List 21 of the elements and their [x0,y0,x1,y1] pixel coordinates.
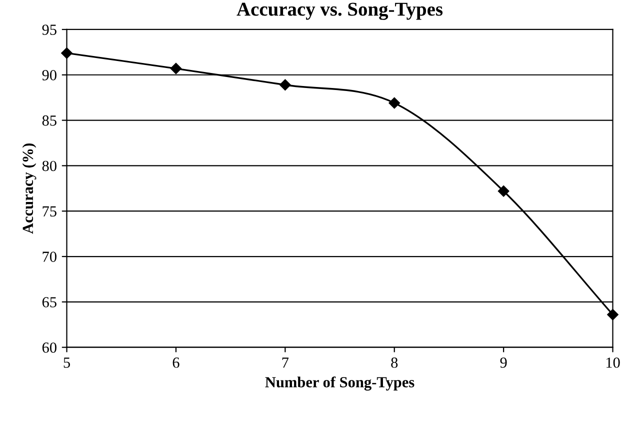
x-tick-label: 10 [606,357,620,368]
y-tick-label: 95 [42,24,56,35]
x-tick-label: 5 [64,358,70,368]
y-tick-label: 80 [42,160,56,172]
y-tick-label: 85 [42,115,56,126]
x-tick-label: 7 [282,358,289,368]
y-axis-title: Accuracy (%) [22,143,36,234]
point [498,186,510,197]
x-tick-label: 8 [391,357,398,368]
y-tick-label: 70 [42,252,56,262]
x-tick-label: 9 [500,358,507,368]
x-axis-title: Number of Song-Types [265,376,414,391]
y-tick-label: 65 [42,297,56,308]
point [280,79,291,90]
y-tick-label: 75 [42,206,56,217]
y-tick-label: 90 [42,70,56,80]
y-tick-label: 60 [42,342,56,353]
chart-title: Accuracy vs. Song-Types [236,2,443,20]
point [170,62,182,74]
point [388,97,400,109]
x-tick-label: 6 [172,358,180,368]
